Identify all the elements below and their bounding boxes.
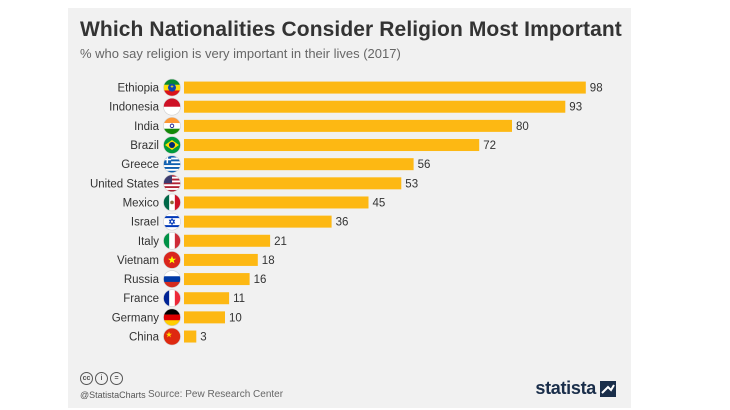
flag-united-states-icon [163, 174, 181, 193]
flag-russia-icon [163, 270, 181, 288]
value-label: 10 [229, 312, 242, 324]
category-label: India [134, 121, 160, 133]
category-label: Brazil [130, 140, 159, 152]
value-label: 3 [200, 332, 206, 344]
bar-row-france: France 11 [123, 289, 245, 308]
value-label: 93 [569, 102, 582, 114]
value-label: 80 [516, 121, 529, 133]
statista-logo-icon [600, 380, 616, 397]
bar-india [184, 119, 512, 132]
category-label: China [129, 332, 160, 344]
category-label: Israel [131, 217, 159, 229]
value-label: 72 [483, 140, 496, 152]
chart-footer: cc i = @StatistaCharts Source: Pew Resea… [80, 372, 620, 404]
bar-row-greece: Greece 56 [121, 155, 431, 173]
statista-logo-text: statista [535, 378, 596, 398]
value-label: 98 [590, 83, 603, 95]
flag-indonesia-icon [163, 97, 181, 116]
flag-germany-icon [163, 308, 181, 327]
category-label: France [123, 293, 159, 305]
bar-row-vietnam: Vietnam 18 [117, 251, 275, 269]
flag-brazil-icon [163, 136, 181, 154]
flag-india-icon [163, 117, 181, 135]
bar-row-germany: Germany 10 [112, 308, 242, 327]
bar-indonesia [184, 100, 566, 113]
bar-row-ethiopia: Ethiopia 98 [117, 78, 603, 97]
chart-title: Which Nationalities Consider Religion Mo… [80, 18, 622, 41]
attribution-icon[interactable]: i [95, 372, 108, 385]
category-label: Mexico [123, 197, 159, 209]
flag-vietnam-icon [163, 251, 181, 269]
bar-row-indonesia: Indonesia 93 [109, 97, 582, 116]
license-icons: cc i = [80, 372, 123, 385]
statista-handle[interactable]: @StatistaCharts [80, 390, 146, 400]
source-text: Source: Pew Research Center [148, 389, 284, 400]
flag-ethiopia-icon [163, 78, 181, 97]
bar-row-israel: Israel 36 [131, 212, 349, 231]
bar-brazil [184, 139, 480, 152]
value-label: 45 [373, 197, 386, 209]
flag-mexico-icon [163, 193, 181, 212]
category-label: Indonesia [109, 102, 159, 114]
bar-chart: Ethiopia 98 Indonesia 93 India 80 Brazil 72 Gree… [90, 78, 603, 346]
bar-italy [184, 234, 271, 247]
category-label: Vietnam [117, 255, 159, 267]
bar-israel [184, 215, 332, 228]
category-label: United States [90, 178, 159, 190]
bar-row-china: China 3 [129, 327, 207, 346]
category-label: Russia [124, 274, 160, 286]
value-label: 53 [405, 178, 418, 190]
value-label: 11 [233, 293, 245, 305]
bar-row-russia: Russia 16 [124, 270, 267, 288]
bar-vietnam [184, 253, 258, 266]
bar-ethiopia [184, 81, 586, 94]
flag-china-icon [163, 327, 181, 346]
value-label: 56 [418, 159, 431, 171]
bar-row-italy: Italy 21 [138, 231, 287, 250]
value-label: 16 [254, 274, 267, 286]
bar-row-brazil: Brazil 72 [130, 136, 496, 154]
statista-logo[interactable]: statista [535, 378, 616, 399]
flag-italy-icon [163, 231, 181, 250]
flag-greece-icon [163, 155, 181, 173]
category-label: Greece [121, 159, 159, 171]
bar-germany [184, 311, 225, 324]
flag-israel-icon [163, 212, 181, 231]
no-derivatives-icon[interactable]: = [110, 372, 123, 385]
chart-subtitle: % who say religion is very important in … [80, 46, 401, 61]
chart-card: Which Nationalities Consider Religion Mo… [68, 8, 631, 408]
bar-mexico [184, 196, 369, 209]
bar-united-states [184, 177, 402, 190]
bar-row-india: India 80 [134, 117, 529, 135]
category-label: Ethiopia [117, 83, 159, 95]
bar-row-united-states: United States 53 [90, 174, 418, 193]
value-label: 21 [274, 236, 287, 248]
category-label: Italy [138, 236, 159, 248]
bar-greece [184, 158, 414, 171]
category-label: Germany [112, 312, 160, 324]
flag-france-icon [163, 289, 181, 308]
bar-france [184, 292, 230, 305]
value-label: 18 [262, 255, 275, 267]
creative-commons-icon[interactable]: cc [80, 372, 93, 385]
bar-row-mexico: Mexico 45 [123, 193, 386, 212]
value-label: 36 [336, 217, 349, 229]
bar-china [184, 330, 197, 343]
bar-russia [184, 273, 250, 286]
